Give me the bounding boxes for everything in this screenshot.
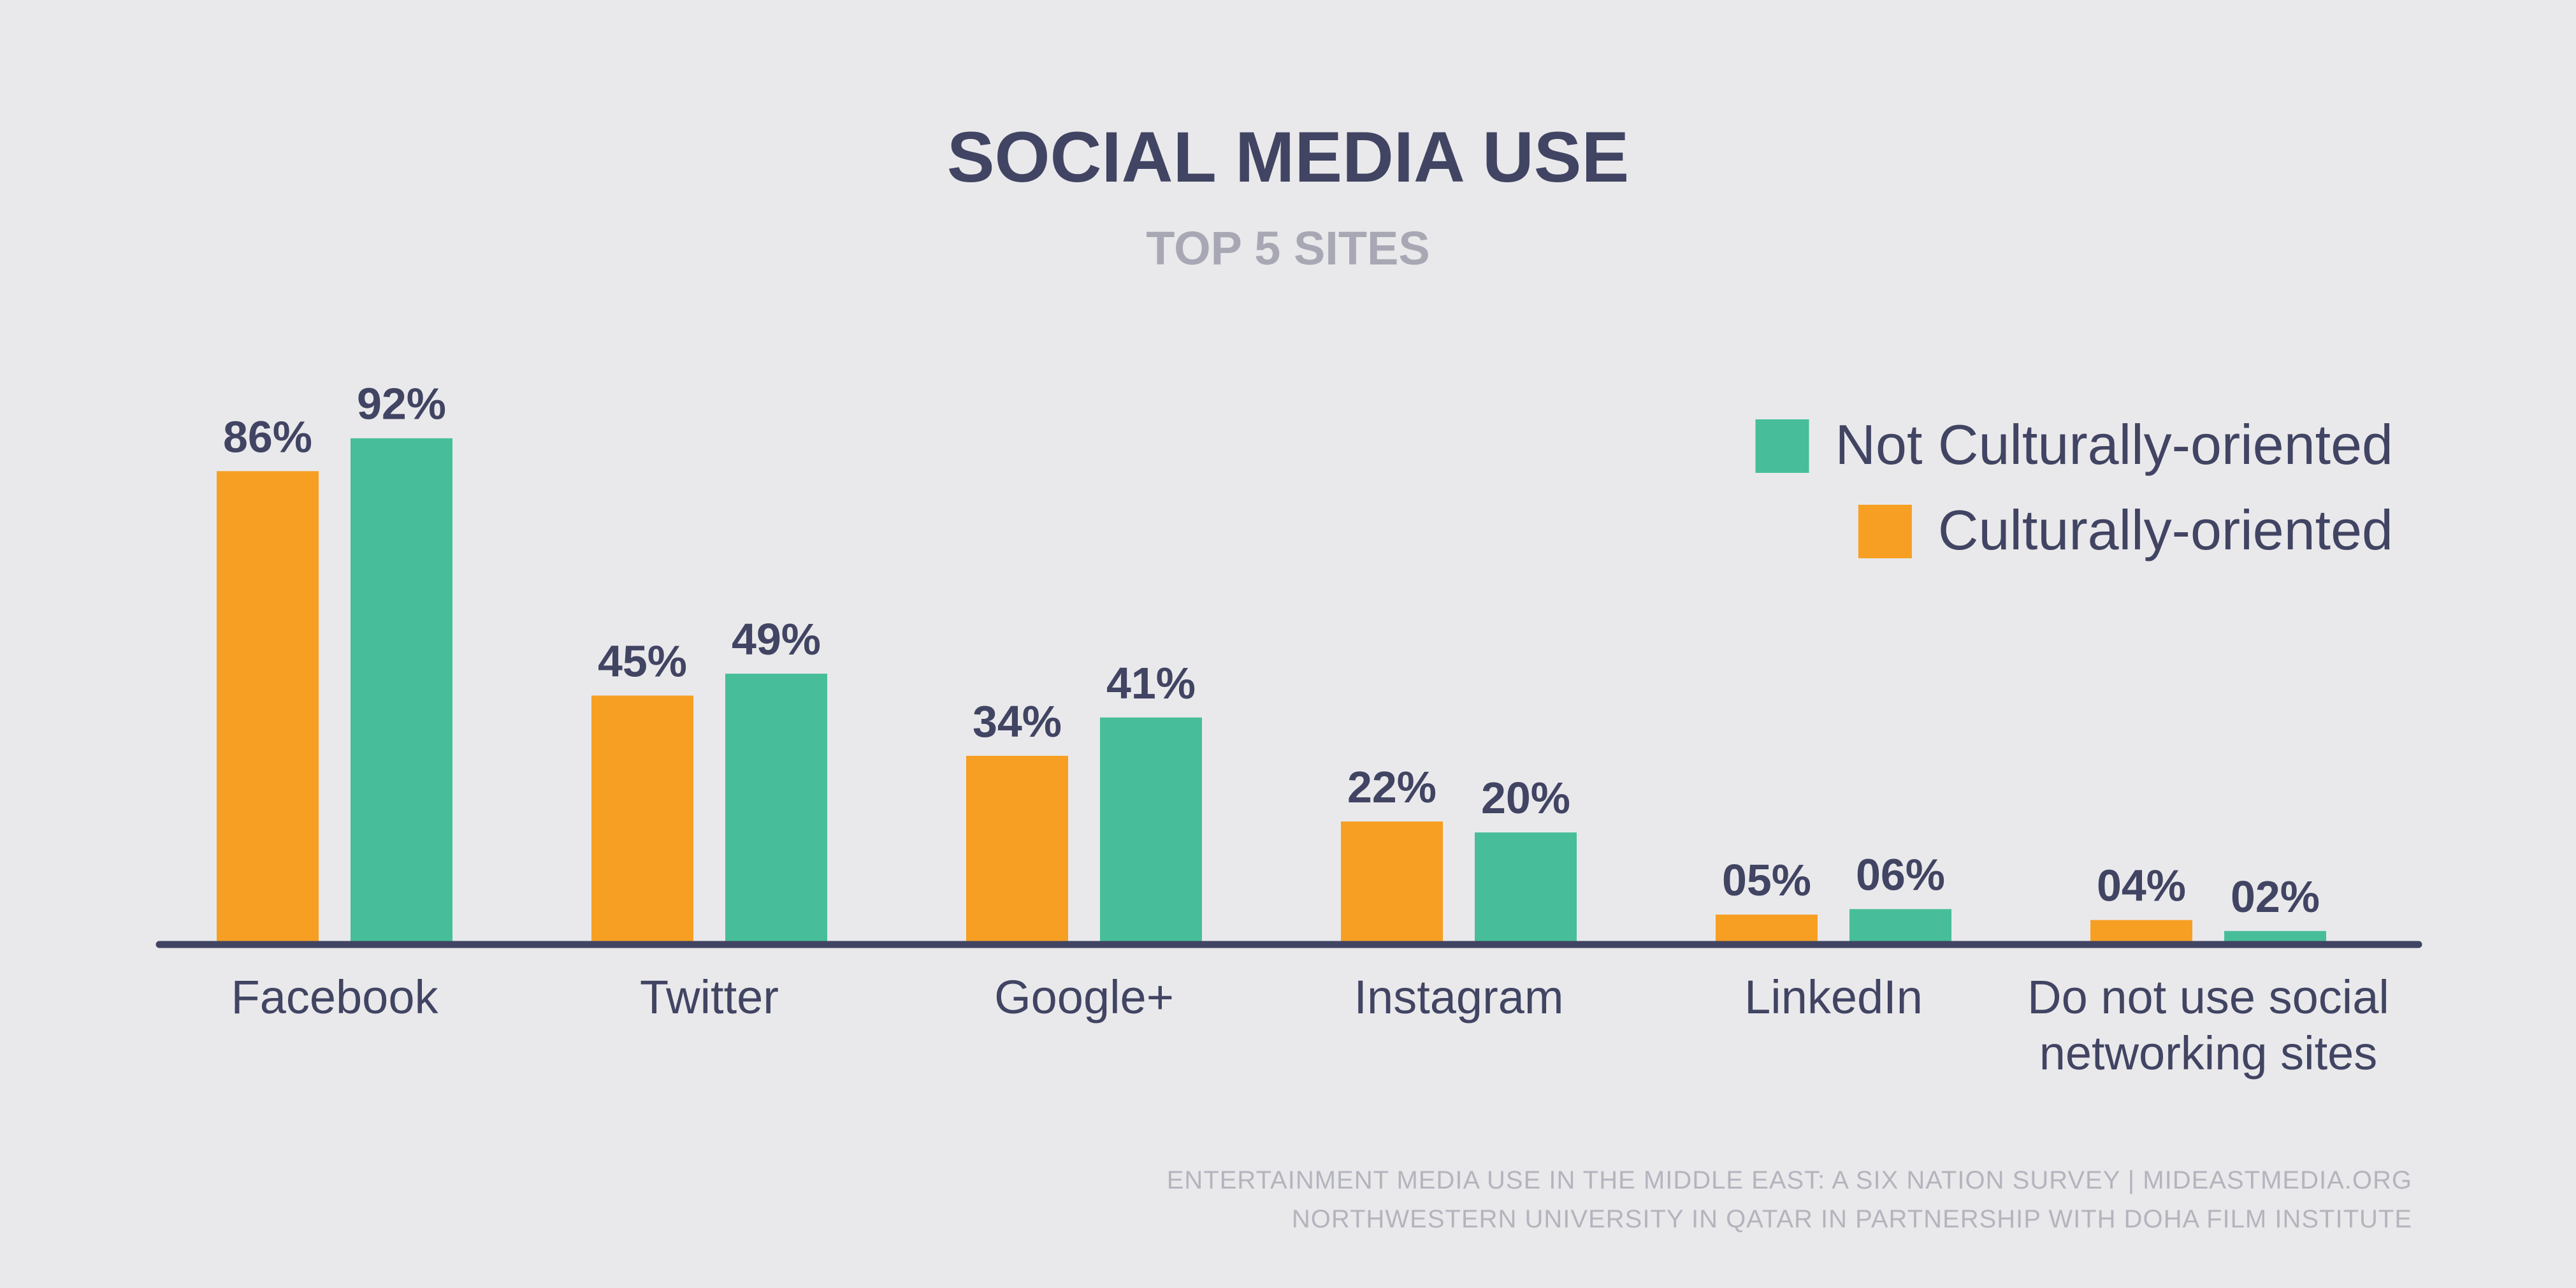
bar-value-label: 02% [2231, 872, 2320, 922]
category-label: LinkedIn [1744, 971, 1923, 1024]
category-label: Twitter [640, 971, 779, 1024]
category-labels-layer: Facebook Twitter Google+ Instagram LinkedIn D… [231, 971, 2389, 1080]
bar-culturally-oriented-2 [966, 755, 1068, 942]
bar-not-culturally-oriented-3 [1475, 832, 1577, 942]
bar-value-label: 34% [973, 697, 1062, 746]
category-label: Instagram [1354, 971, 1563, 1024]
bar-value-label: 41% [1106, 658, 1196, 708]
source-line-1: ENTERTAINMENT MEDIA USE IN THE MIDDLE EA… [1167, 1166, 2412, 1194]
bar-culturally-oriented-0 [217, 471, 319, 942]
chart-title: SOCIAL MEDIA USE [947, 117, 1629, 197]
bar-not-culturally-oriented-2 [1100, 717, 1202, 942]
bar-culturally-oriented-5 [2090, 920, 2192, 942]
bar-not-culturally-oriented-0 [351, 438, 452, 942]
bar-not-culturally-oriented-1 [725, 674, 827, 942]
source-line-2: NORTHWESTERN UNIVERSITY IN QATAR IN PART… [1292, 1205, 2412, 1233]
chart-subtitle: TOP 5 SITES [1146, 222, 1430, 275]
category-label: Do not use social [2027, 971, 2389, 1024]
bar-culturally-oriented-4 [1716, 915, 1818, 942]
legend: Not Culturally-oriented Culturally-orient… [1755, 413, 2394, 561]
bar-culturally-oriented-3 [1341, 821, 1443, 942]
value-labels-layer: 86% 92% 45% 49% 34% 41% 22% 20% 05% 06% 04% 02% [223, 379, 2320, 922]
legend-label: Culturally-oriented [1938, 498, 2393, 561]
bar-value-label: 22% [1347, 762, 1436, 812]
bar-value-label: 06% [1856, 850, 1945, 899]
legend-label: Not Culturally-oriented [1835, 413, 2394, 476]
legend-swatch [1755, 419, 1809, 473]
bar-not-culturally-oriented-4 [1849, 909, 1951, 942]
category-label: Facebook [231, 971, 439, 1024]
bar-value-label: 05% [1722, 855, 1811, 905]
bar-value-label: 92% [357, 379, 446, 429]
legend-swatch [1858, 505, 1912, 558]
bar-not-culturally-oriented-5 [2224, 930, 2326, 942]
bar-value-label: 86% [223, 412, 312, 461]
bar-culturally-oriented-1 [591, 695, 693, 942]
category-label: Google+ [994, 971, 1174, 1024]
category-label: networking sites [2039, 1027, 2378, 1080]
bar-value-label: 04% [2097, 861, 2186, 911]
bar-value-label: 45% [598, 636, 687, 686]
bar-value-label: 20% [1481, 773, 1570, 823]
bar-value-label: 49% [732, 614, 821, 664]
bars-layer [217, 438, 2326, 942]
